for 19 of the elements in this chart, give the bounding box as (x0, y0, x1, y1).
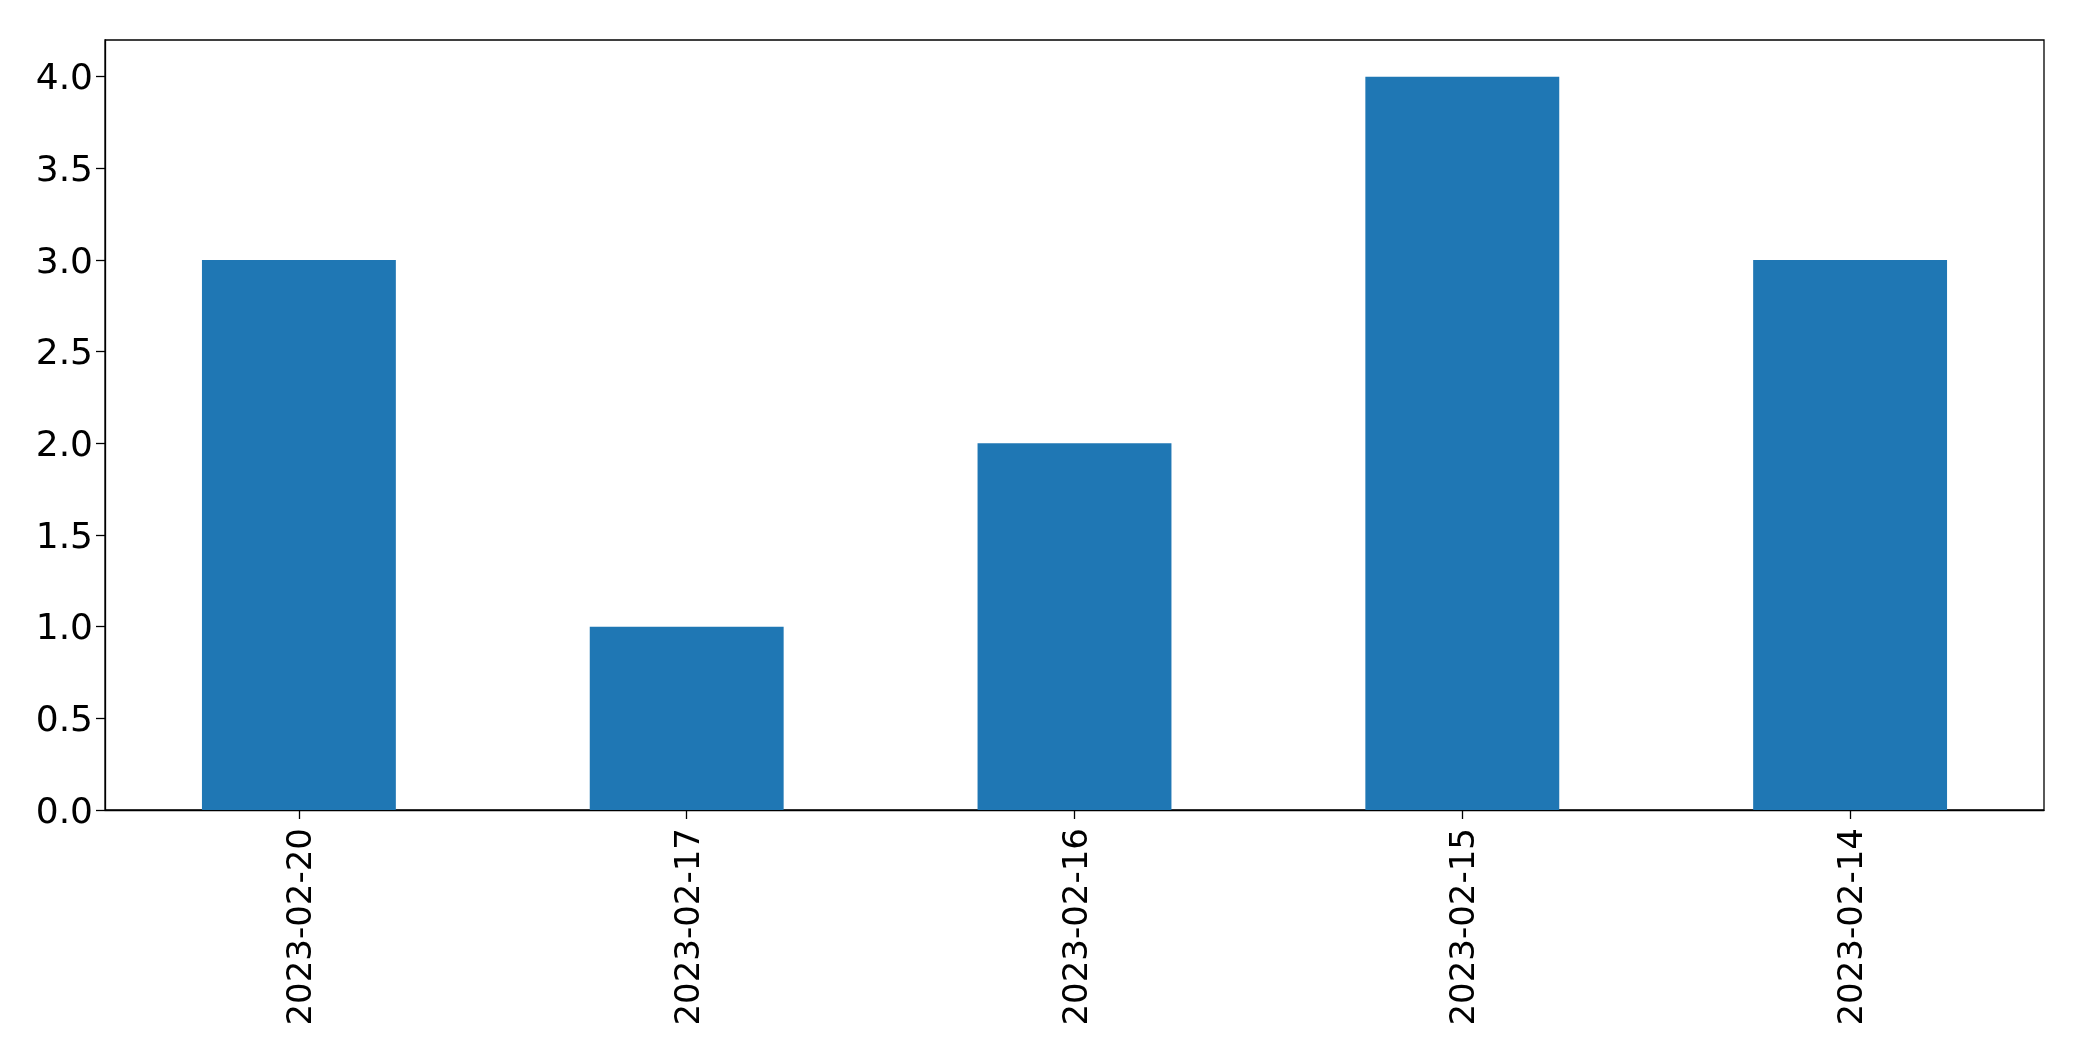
x-tick-label: 2023-02-14 (1830, 828, 1871, 1026)
y-tick-label: 4.0 (35, 56, 93, 98)
bar (589, 626, 784, 810)
y-tick-label: 0.0 (35, 789, 93, 831)
y-tick-label: 1.5 (35, 514, 93, 556)
y-tick-label: 1.0 (35, 606, 93, 648)
x-tick-label: 2023-02-15 (1442, 828, 1483, 1026)
x-tick-label: 2023-02-16 (1054, 828, 1095, 1026)
y-tick-label: 3.5 (35, 147, 93, 189)
bar (1365, 76, 1560, 810)
y-tick-label: 2.0 (35, 422, 93, 464)
bar (201, 260, 396, 810)
y-tick-label: 0.5 (35, 697, 93, 739)
bar (1753, 260, 1948, 810)
y-tick-label: 3.0 (35, 239, 93, 281)
x-tick-label: 2023-02-17 (666, 828, 707, 1026)
x-tick-label: 2023-02-20 (278, 828, 319, 1026)
y-tick-label: 2.5 (35, 331, 93, 373)
bar (977, 443, 1172, 810)
